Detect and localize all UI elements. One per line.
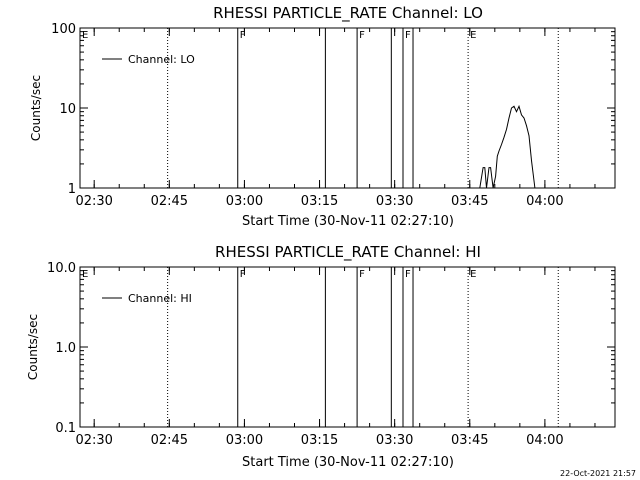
flag-label: F bbox=[240, 30, 246, 41]
x-axis-label: Start Time (30-Nov-11 02:27:10) bbox=[242, 455, 454, 470]
hi-channel-panel: RHESSI PARTICLE_RATE Channel: HI Counts/… bbox=[26, 243, 616, 470]
flag-label: F bbox=[359, 269, 365, 280]
y-tick-label: 1 bbox=[68, 182, 76, 197]
x-tick-label: 03:15 bbox=[301, 433, 338, 448]
y-tick-label: 10 bbox=[59, 102, 76, 117]
x-tick-label: 03:45 bbox=[451, 194, 488, 209]
x-tick-label: 03:15 bbox=[301, 194, 338, 209]
flag-label: F bbox=[359, 30, 365, 41]
lo-channel-panel: RHESSI PARTICLE_RATE Channel: LO Counts/… bbox=[29, 4, 616, 229]
x-tick-label: 03:00 bbox=[226, 194, 263, 209]
x-tick-label: 03:00 bbox=[226, 433, 263, 448]
flag-label: F bbox=[240, 269, 246, 280]
chart-title: RHESSI PARTICLE_RATE Channel: LO bbox=[213, 4, 483, 23]
flag-label: F bbox=[405, 30, 411, 41]
x-tick-label: 03:45 bbox=[451, 433, 488, 448]
x-tick-label: 03:30 bbox=[376, 194, 413, 209]
x-tick-label: 02:30 bbox=[75, 433, 112, 448]
y-tick-label: 10.0 bbox=[47, 261, 76, 276]
x-tick-label: 02:45 bbox=[151, 194, 188, 209]
x-axis-label: Start Time (30-Nov-11 02:27:10) bbox=[242, 214, 454, 229]
y-axis-label: Counts/sec bbox=[29, 75, 43, 141]
flag-label: E bbox=[470, 30, 476, 41]
flag-label: E bbox=[82, 30, 88, 41]
legend-entry: Channel: HI bbox=[128, 292, 192, 305]
legend-entry: Channel: LO bbox=[128, 53, 195, 66]
chart-title: RHESSI PARTICLE_RATE Channel: HI bbox=[215, 243, 481, 262]
data-series-line bbox=[474, 104, 536, 189]
y-axis-label: Counts/sec bbox=[26, 314, 40, 380]
x-tick-label: 04:00 bbox=[526, 194, 563, 209]
x-tick-label: 03:30 bbox=[376, 433, 413, 448]
x-tick-label: 04:00 bbox=[526, 433, 563, 448]
x-tick-label: 02:45 bbox=[151, 433, 188, 448]
generation-timestamp: 22-Oct-2021 21:57 bbox=[560, 469, 636, 478]
y-tick-label: 0.1 bbox=[55, 421, 76, 436]
y-tick-label: 100 bbox=[51, 22, 76, 37]
flag-label: E bbox=[470, 269, 476, 280]
flag-label: E bbox=[82, 269, 88, 280]
y-tick-label: 1.0 bbox=[55, 341, 76, 356]
x-tick-label: 02:30 bbox=[75, 194, 112, 209]
flag-label: F bbox=[405, 269, 411, 280]
